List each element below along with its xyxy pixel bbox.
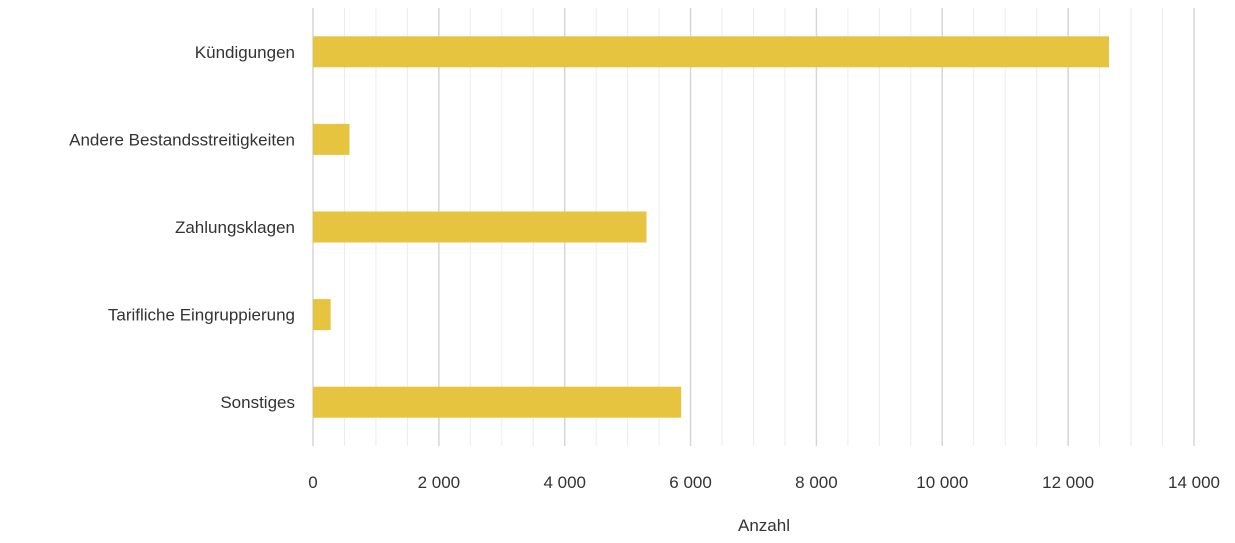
x-tick-label: 10 000: [916, 473, 968, 492]
category-labels: Kündigungen Andere Bestandsstreitigkeiten…: [69, 43, 295, 412]
x-tick-label: 4 000: [543, 473, 586, 492]
category-label: Sonstiges: [220, 393, 295, 412]
bar: [313, 123, 350, 155]
bar: [313, 211, 647, 243]
bars: [313, 36, 1110, 418]
category-label: Kündigungen: [195, 43, 295, 62]
bar: [313, 386, 682, 418]
grid-lines: [312, 8, 1195, 446]
x-axis-title: Anzahl: [738, 516, 790, 535]
bar: [313, 299, 331, 331]
x-tick-label: 6 000: [669, 473, 712, 492]
x-tick-labels: 0 2 000 4 000 6 000 8 000 10 000 12 000 14 000: [308, 473, 1220, 492]
x-tick-label: 2 000: [418, 473, 461, 492]
x-tick-label: 0: [308, 473, 317, 492]
bar: [313, 36, 1110, 68]
category-label: Tarifliche Eingruppierung: [108, 306, 295, 325]
x-tick-label: 14 000: [1168, 473, 1220, 492]
category-label: Andere Bestandsstreitigkeiten: [69, 130, 295, 149]
x-tick-label: 12 000: [1042, 473, 1094, 492]
category-label: Zahlungsklagen: [175, 218, 295, 237]
x-tick-label: 8 000: [795, 473, 838, 492]
